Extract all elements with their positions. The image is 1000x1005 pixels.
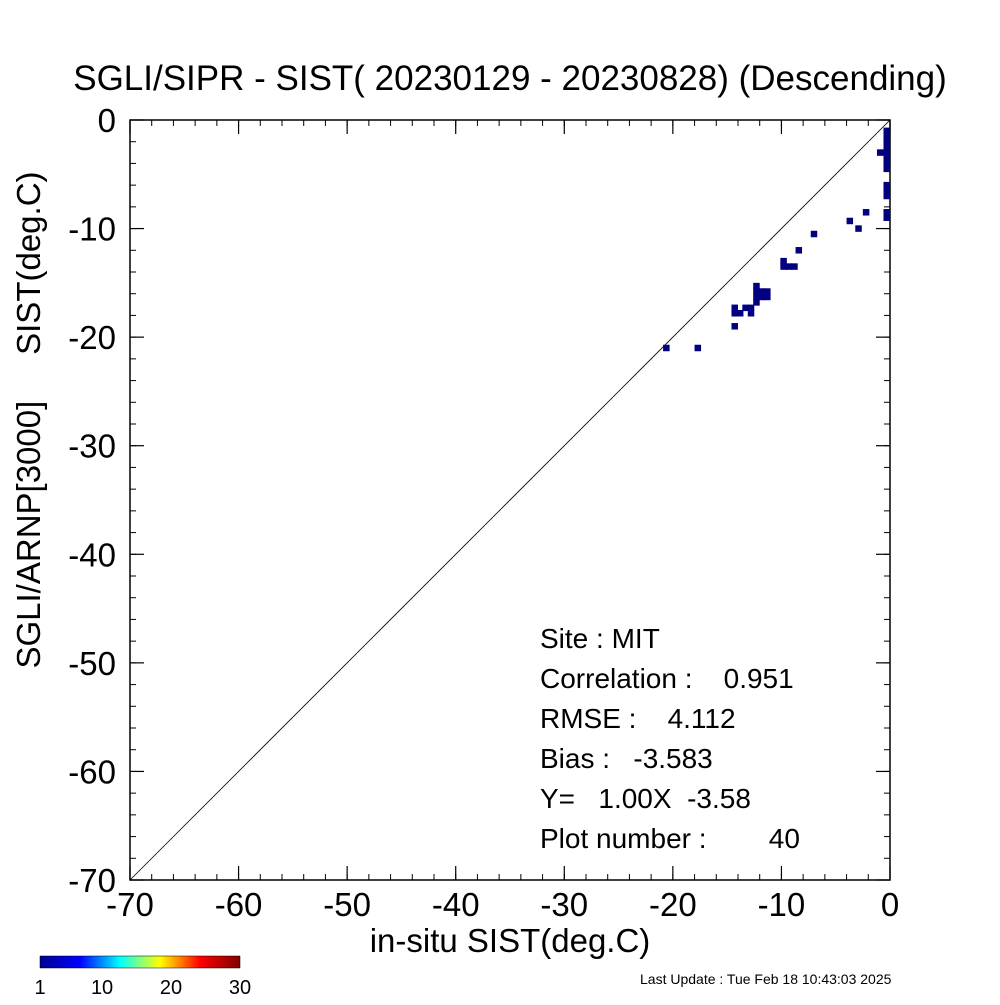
data-point — [883, 187, 890, 194]
chart-title: SGLI/SIPR - SIST( 20230129 - 20230828) (… — [73, 59, 947, 98]
one-to-one-line — [129, 119, 891, 881]
data-point — [753, 288, 760, 295]
data-point — [731, 323, 738, 330]
data-point — [862, 209, 870, 216]
stats-site: Site : MIT — [540, 623, 660, 654]
data-point — [883, 181, 890, 189]
y-tick-label: 0 — [98, 102, 116, 139]
colorbar-gradient — [39, 955, 241, 969]
data-point — [883, 143, 890, 151]
data-point — [747, 304, 755, 312]
data-point — [883, 127, 890, 135]
data-point — [758, 293, 766, 301]
y-tick-label: -50 — [68, 645, 116, 682]
stats-fit: Y= 1.00X -3.58 — [540, 783, 751, 814]
data-point — [883, 138, 890, 145]
x-axis-label: in-situ SIST(deg.C) — [370, 922, 651, 959]
x-tick-label: 0 — [881, 886, 899, 923]
colorbar-tick-label: 10 — [91, 977, 113, 999]
x-tick-label: -40 — [432, 886, 480, 923]
x-tick-label: -70 — [106, 886, 154, 923]
colorbar-tick-label: 20 — [160, 977, 182, 999]
data-point — [663, 344, 670, 352]
data-point — [731, 304, 738, 312]
data-point — [736, 310, 744, 317]
data-point — [753, 293, 760, 301]
x-tick-label: -60 — [215, 886, 263, 923]
data-point — [731, 310, 738, 317]
data-point — [764, 288, 771, 295]
y-tick-label: -70 — [68, 862, 116, 899]
data-point — [883, 165, 890, 173]
data-point — [876, 149, 884, 156]
data-point — [883, 214, 890, 221]
x-tick-label: -20 — [649, 886, 697, 923]
last-update-text: Last Update : Tue Feb 18 10:43:03 2025 — [640, 971, 892, 987]
y-tick-label: -60 — [68, 753, 116, 790]
x-tick-label: -50 — [323, 886, 371, 923]
stats-bias: Bias : -3.583 — [540, 743, 713, 774]
stats-plot-number: Plot number : 40 — [540, 823, 800, 854]
data-point — [883, 149, 890, 156]
data-point — [795, 247, 803, 254]
data-point — [785, 263, 793, 270]
data-point — [846, 217, 854, 225]
data-point — [753, 299, 760, 306]
stats-rmse: RMSE : 4.112 — [540, 703, 736, 734]
data-point — [883, 192, 890, 200]
y-axis-label: SGLI/ARNP[3000] SIST(deg.C) — [10, 171, 47, 668]
data-point — [810, 230, 818, 238]
data-point — [758, 288, 766, 295]
x-tick-label: -10 — [758, 886, 806, 923]
data-point — [780, 263, 787, 270]
plot-frame — [129, 119, 891, 881]
y-tick-label: -20 — [68, 319, 116, 356]
colorbar: 1 10 20 30 — [34, 955, 251, 999]
data-point — [855, 225, 862, 232]
data-point — [883, 133, 890, 140]
stats-correlation: Correlation : 0.951 — [540, 663, 794, 694]
colorbar-tick-label: 1 — [34, 977, 45, 999]
plot-area: -70 -60 -50 -40 -30 -20 -10 0 0 -10 -20 -30 -40 -50 -6… — [68, 102, 899, 923]
y-tick-label: -10 — [68, 211, 116, 248]
data-point — [747, 310, 755, 317]
colorbar-tick-label: 30 — [229, 977, 251, 999]
y-tick-label: -40 — [68, 536, 116, 573]
data-point — [742, 304, 749, 312]
data-point — [883, 154, 890, 162]
data-point — [883, 160, 890, 167]
data-point — [694, 344, 702, 352]
x-tick-label: -30 — [540, 886, 588, 923]
data-point — [764, 293, 771, 301]
data-point — [883, 209, 890, 216]
stats-box: Site : MIT Correlation : 0.951 RMSE : 4.… — [540, 623, 800, 854]
y-tick-label: -30 — [68, 428, 116, 465]
data-point — [780, 257, 787, 265]
data-point — [753, 282, 760, 290]
data-point — [791, 263, 798, 270]
